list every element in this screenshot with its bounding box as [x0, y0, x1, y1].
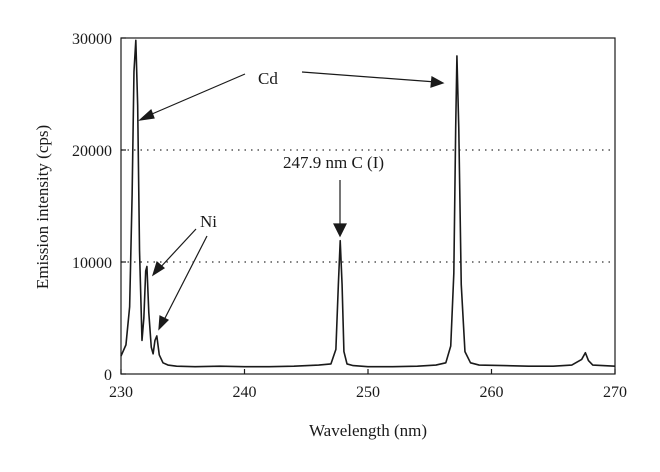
y-tick-label-20000: 20000	[72, 143, 112, 160]
ni-arrow-lower-head	[158, 315, 170, 331]
x-tick-label-230: 230	[109, 384, 133, 401]
x-axis-title: Wavelength (nm)	[309, 421, 427, 440]
plot-frame	[120, 37, 616, 375]
tick-layer: 230 240 250 260 270 0 10000 20000 30000	[72, 31, 627, 401]
annotation-carbon-label: 247.9 nm C (I)	[283, 153, 384, 172]
annotation-cd-label: Cd	[258, 69, 278, 88]
ni-arrow-lower	[162, 235, 208, 323]
x-tick-label-240: 240	[233, 384, 257, 401]
carbon-arrow-head	[333, 223, 347, 238]
x-tick-label-270: 270	[603, 384, 627, 401]
y-tick-label-10000: 10000	[72, 255, 112, 272]
x-tick-label-260: 260	[480, 384, 504, 401]
y-axis-title: Emission intensity (cps)	[33, 125, 52, 289]
ni-arrow-upper	[157, 228, 197, 271]
spectrum-line-0	[120, 39, 616, 368]
series-layer	[120, 39, 616, 368]
cd-arrow-right-head	[430, 76, 445, 88]
annotation-ni-label: Ni	[200, 212, 217, 231]
cd-arrow-left-head	[138, 108, 155, 121]
grid-layer	[121, 149, 615, 263]
y-tick-label-30000: 30000	[72, 31, 112, 48]
ni-arrow-upper-head	[151, 260, 166, 277]
cd-arrow-right	[301, 71, 437, 83]
cd-arrow-left	[144, 73, 246, 118]
y-tick-label-0: 0	[104, 367, 112, 384]
annotation-arrows	[138, 71, 445, 331]
x-tick-label-250: 250	[356, 384, 380, 401]
